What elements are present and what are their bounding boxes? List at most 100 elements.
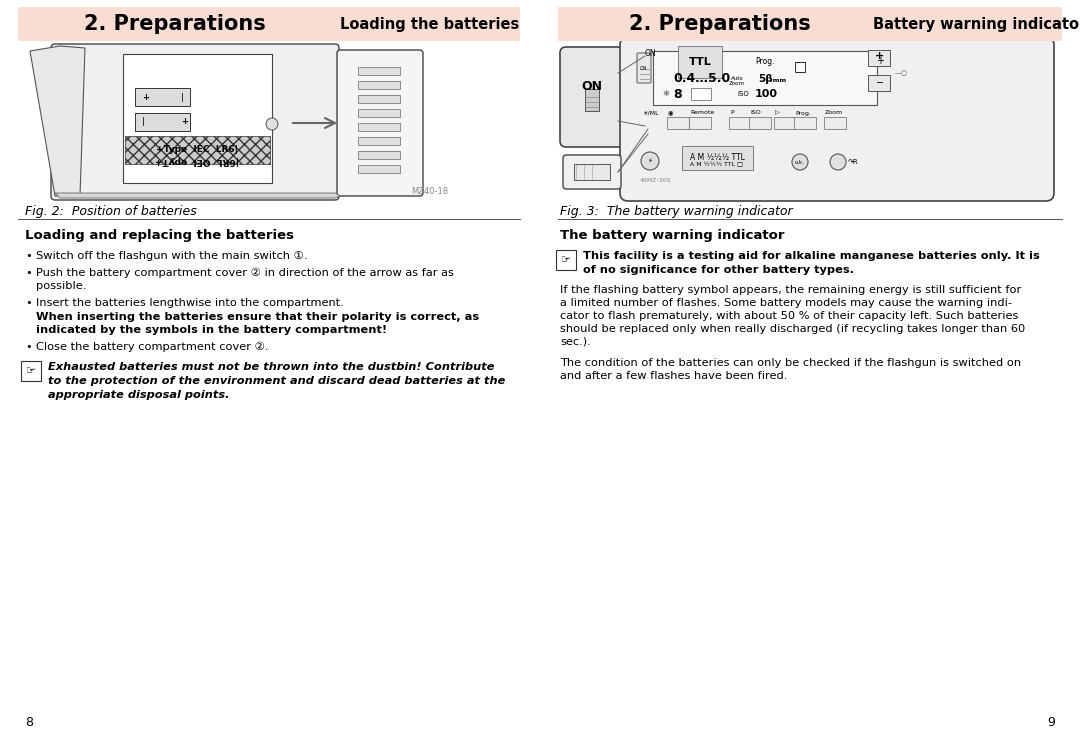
Text: 8: 8: [673, 87, 681, 101]
Text: |: |: [181, 93, 184, 102]
Text: P: P: [730, 110, 733, 116]
Bar: [729, 117, 751, 129]
Bar: [357, 123, 400, 131]
Text: If the flashing battery symbol appears, the remaining energy is still sufficient: If the flashing battery symbol appears, …: [561, 285, 1022, 295]
Text: •: •: [25, 268, 31, 278]
Text: Loading and replacing the batteries: Loading and replacing the batteries: [25, 228, 294, 242]
Text: indicated by the symbols in the battery compartment!: indicated by the symbols in the battery …: [36, 325, 387, 335]
Bar: [824, 117, 846, 129]
Text: ⚡: ⚡: [648, 158, 652, 164]
Text: TTL: TTL: [689, 57, 712, 67]
FancyBboxPatch shape: [123, 54, 272, 183]
Text: •: •: [25, 342, 31, 352]
Text: ✱: ✱: [662, 90, 669, 99]
Text: of no significance for other battery types.: of no significance for other battery typ…: [583, 265, 854, 275]
Text: +: +: [181, 118, 188, 127]
Text: Prog.: Prog.: [755, 58, 774, 67]
Text: —○: —○: [895, 70, 908, 76]
Text: −: −: [876, 78, 885, 88]
Text: Push the battery compartment cover ② in direction of the arrow as far as: Push the battery compartment cover ② in …: [36, 268, 454, 279]
Text: A M ½½½ TTL: A M ½½½ TTL: [690, 153, 745, 162]
Text: +: +: [141, 93, 149, 102]
Text: Exhausted batteries must not be thrown into the dustbin! Contribute: Exhausted batteries must not be thrown i…: [48, 362, 495, 372]
Text: should be replaced only when really discharged (if recycling takes longer than 6: should be replaced only when really disc…: [561, 324, 1025, 334]
Circle shape: [831, 154, 846, 170]
Text: Close the battery compartment cover ②.: Close the battery compartment cover ②.: [36, 342, 269, 353]
Text: ↷R: ↷R: [848, 159, 859, 165]
Bar: [357, 151, 400, 159]
Text: Prog.: Prog.: [795, 110, 811, 116]
Bar: [750, 117, 771, 129]
Bar: [573, 164, 610, 180]
FancyBboxPatch shape: [653, 51, 877, 105]
FancyBboxPatch shape: [337, 50, 423, 196]
Polygon shape: [30, 46, 85, 196]
Text: Insert the batteries lengthwise into the compartment.: Insert the batteries lengthwise into the…: [36, 298, 343, 308]
Text: 0.4․․․5.0: 0.4․․․5.0: [673, 73, 730, 85]
Bar: [18, 7, 519, 41]
Text: possible.: possible.: [36, 281, 86, 291]
Bar: [135, 88, 190, 106]
Text: cator to flash prematurely, with about 50 % of their capacity left. Such batteri: cator to flash prematurely, with about 5…: [561, 311, 1018, 321]
Text: The battery warning indicator: The battery warning indicator: [561, 228, 784, 242]
Text: 2. Preparations: 2. Preparations: [630, 14, 811, 34]
Text: and after a few flashes have been fired.: and after a few flashes have been fired.: [561, 371, 787, 381]
Text: ISO: ISO: [737, 91, 748, 97]
Bar: [357, 109, 400, 117]
Text: |6RL  OEI  epyT+: |6RL OEI epyT+: [154, 156, 239, 165]
Text: to the protection of the environment and discard dead batteries at the: to the protection of the environment and…: [48, 376, 505, 386]
FancyBboxPatch shape: [21, 361, 41, 381]
Bar: [868, 50, 890, 66]
Bar: [667, 117, 689, 129]
Text: +Type  IEC  LR6|: +Type IEC LR6|: [157, 144, 238, 153]
Text: 8: 8: [25, 716, 33, 729]
Text: sec.).: sec.).: [561, 337, 591, 347]
FancyBboxPatch shape: [637, 53, 651, 83]
FancyBboxPatch shape: [620, 37, 1054, 201]
Bar: [357, 81, 400, 89]
Text: ☞: ☞: [561, 255, 571, 265]
Text: Switch off the flashgun with the main switch ①.: Switch off the flashgun with the main sw…: [36, 251, 308, 261]
Text: ON: ON: [645, 48, 657, 58]
Text: Fig. 2:  Position of batteries: Fig. 2: Position of batteries: [25, 205, 197, 218]
Text: ▷: ▷: [775, 110, 780, 116]
Text: ◉: ◉: [669, 110, 674, 116]
Text: Auto
Zoom: Auto Zoom: [729, 76, 745, 87]
Bar: [357, 137, 400, 145]
FancyBboxPatch shape: [51, 44, 339, 200]
Text: 49MZ-30S: 49MZ-30S: [640, 179, 672, 184]
Bar: [794, 117, 816, 129]
Circle shape: [266, 118, 278, 130]
Text: o.k.: o.k.: [795, 159, 805, 165]
Text: □: □: [794, 59, 807, 73]
Bar: [868, 75, 890, 91]
Text: Battery warning indicator: Battery warning indicator: [874, 16, 1080, 32]
Text: +: +: [876, 51, 885, 61]
FancyBboxPatch shape: [561, 47, 624, 147]
Text: 2. Preparations: 2. Preparations: [84, 14, 266, 34]
Bar: [585, 89, 599, 111]
Text: |: |: [141, 118, 145, 127]
Circle shape: [642, 152, 659, 170]
Bar: [135, 113, 190, 131]
Text: The condition of the batteries can only be checked if the flashgun is switched o: The condition of the batteries can only …: [561, 358, 1021, 368]
Text: 5βₘₘ: 5βₘₘ: [758, 74, 786, 84]
Text: Remote: Remote: [690, 110, 714, 116]
Text: ISO: ISO: [750, 110, 760, 116]
Polygon shape: [55, 193, 340, 198]
Bar: [357, 95, 400, 103]
Text: appropriate disposal points.: appropriate disposal points.: [48, 390, 229, 400]
Bar: [774, 117, 796, 129]
Bar: [125, 136, 270, 164]
Text: +: +: [876, 56, 885, 66]
Text: Loading the batteries: Loading the batteries: [340, 16, 519, 32]
Text: When inserting the batteries ensure that their polarity is correct, as: When inserting the batteries ensure that…: [36, 312, 480, 322]
Circle shape: [792, 154, 808, 170]
Text: ON: ON: [640, 65, 648, 70]
Text: ☀/ML: ☀/ML: [643, 110, 660, 116]
Text: Fig. 3:  The battery warning indicator: Fig. 3: The battery warning indicator: [561, 205, 793, 218]
Text: ☞: ☞: [26, 366, 36, 376]
FancyBboxPatch shape: [556, 250, 576, 270]
Bar: [689, 117, 711, 129]
FancyBboxPatch shape: [563, 155, 621, 189]
